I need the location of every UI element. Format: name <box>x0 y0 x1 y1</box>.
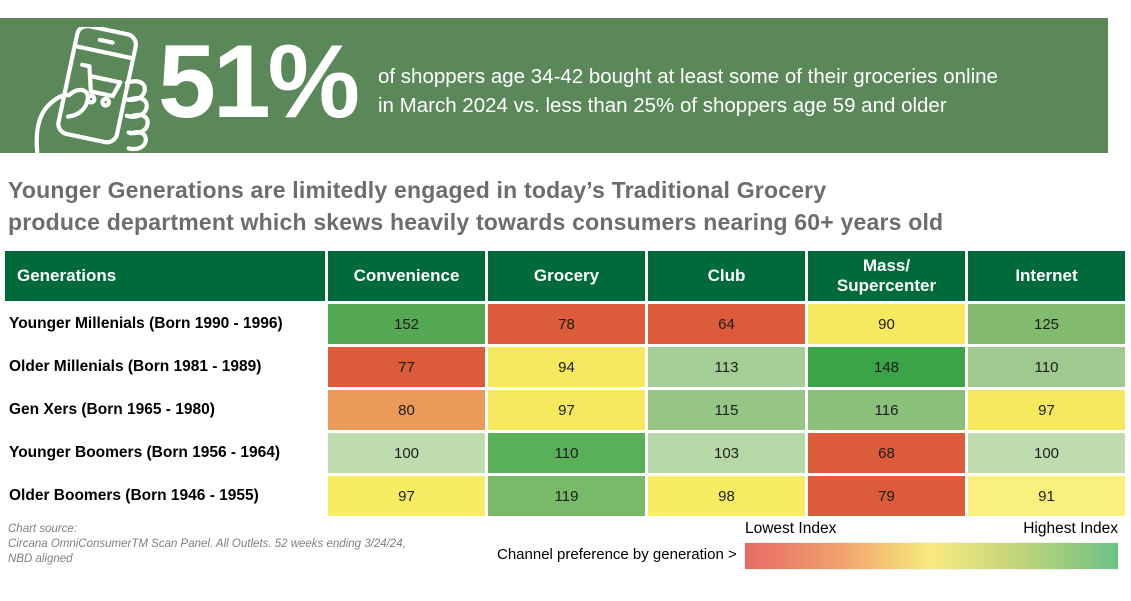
legend-high-label: Highest Index <box>1023 520 1118 537</box>
chart-source: Chart source: Circana OmniConsumerTM Sca… <box>8 522 406 567</box>
row-header-cell: Generations <box>5 251 325 301</box>
heatmap-cell: 78 <box>488 304 645 344</box>
heatmap-cell: 98 <box>648 476 805 516</box>
heatmap-cell: 100 <box>968 433 1125 473</box>
page-title-line2: produce department which skews heavily t… <box>8 209 944 235</box>
heatmap-cell: 97 <box>328 476 485 516</box>
table-row: Gen Xers (Born 1965 - 1980) 80 97 115 116 97 <box>5 390 1125 430</box>
heatmap-cell: 64 <box>648 304 805 344</box>
row-label: Younger Millenials (Born 1990 - 1996) <box>5 304 325 344</box>
stat-description-line1: of shoppers age 34-42 bought at least so… <box>378 65 998 88</box>
page-title: Younger Generations are limitedly engage… <box>8 174 943 238</box>
channel-preference-note: Channel preference by generation > <box>497 546 737 563</box>
heatmap-cell: 94 <box>488 347 645 387</box>
legend-labels: Lowest Index Highest Index <box>745 520 1118 538</box>
hand-holding-phone-cart-icon <box>34 27 150 153</box>
legend-gradient-bar <box>745 543 1118 569</box>
heatmap-cell: 115 <box>648 390 805 430</box>
column-header: Grocery <box>488 251 645 301</box>
stat-description: of shoppers age 34-42 bought at least so… <box>378 62 998 120</box>
heatmap-cell: 97 <box>968 390 1125 430</box>
heatmap-cell: 103 <box>648 433 805 473</box>
row-label: Older Millenials (Born 1981 - 1989) <box>5 347 325 387</box>
row-label: Older Boomers (Born 1946 - 1955) <box>5 476 325 516</box>
page-title-line1: Younger Generations are limitedly engage… <box>8 177 827 203</box>
heatmap-body: Younger Millenials (Born 1990 - 1996) 152… <box>5 304 1125 516</box>
row-label: Younger Boomers (Born 1956 - 1964) <box>5 433 325 473</box>
table-row: Older Millenials (Born 1981 - 1989) 77 94 1… <box>5 347 1125 387</box>
table-row: Younger Boomers (Born 1956 - 1964) 100 110… <box>5 433 1125 473</box>
heatmap-cell: 90 <box>808 304 965 344</box>
stat-value: 51% <box>158 23 360 140</box>
legend-low-label: Lowest Index <box>745 520 837 537</box>
heatmap-cell: 77 <box>328 347 485 387</box>
heatmap-cell: 80 <box>328 390 485 430</box>
chart-source-line1: Chart source: <box>8 523 78 535</box>
heatmap-cell: 116 <box>808 390 965 430</box>
heatmap-cell: 91 <box>968 476 1125 516</box>
heatmap-cell: 119 <box>488 476 645 516</box>
chart-source-line2: Circana OmniConsumerTM Scan Panel. All O… <box>8 538 406 550</box>
heatmap-cell: 97 <box>488 390 645 430</box>
column-header: Convenience <box>328 251 485 301</box>
chart-source-line3: NBD aligned <box>8 553 73 565</box>
heatmap-cell: 148 <box>808 347 965 387</box>
stat-description-line2: in March 2024 vs. less than 25% of shopp… <box>378 94 947 117</box>
heatmap-cell: 100 <box>328 433 485 473</box>
stat-banner: 51% of shoppers age 34-42 bought at leas… <box>0 18 1108 153</box>
column-header: Club <box>648 251 805 301</box>
heatmap-table: Generations Convenience Grocery Club Mass/ … <box>5 251 1125 516</box>
column-header: Internet <box>968 251 1125 301</box>
table-row: Younger Millenials (Born 1990 - 1996) 152… <box>5 304 1125 344</box>
index-legend: Lowest Index Highest Index <box>745 520 1118 569</box>
heatmap-cell: 113 <box>648 347 805 387</box>
heatmap-cell: 68 <box>808 433 965 473</box>
column-header: Mass/ Supercenter <box>808 251 965 301</box>
heatmap-cell: 125 <box>968 304 1125 344</box>
heatmap-cell: 152 <box>328 304 485 344</box>
heatmap-header-row: Generations Convenience Grocery Club Mass/ … <box>5 251 1125 301</box>
table-row: Older Boomers (Born 1946 - 1955) 97 119 98 7… <box>5 476 1125 516</box>
row-label: Gen Xers (Born 1965 - 1980) <box>5 390 325 430</box>
heatmap-cell: 110 <box>968 347 1125 387</box>
heatmap-cell: 110 <box>488 433 645 473</box>
heatmap-cell: 79 <box>808 476 965 516</box>
